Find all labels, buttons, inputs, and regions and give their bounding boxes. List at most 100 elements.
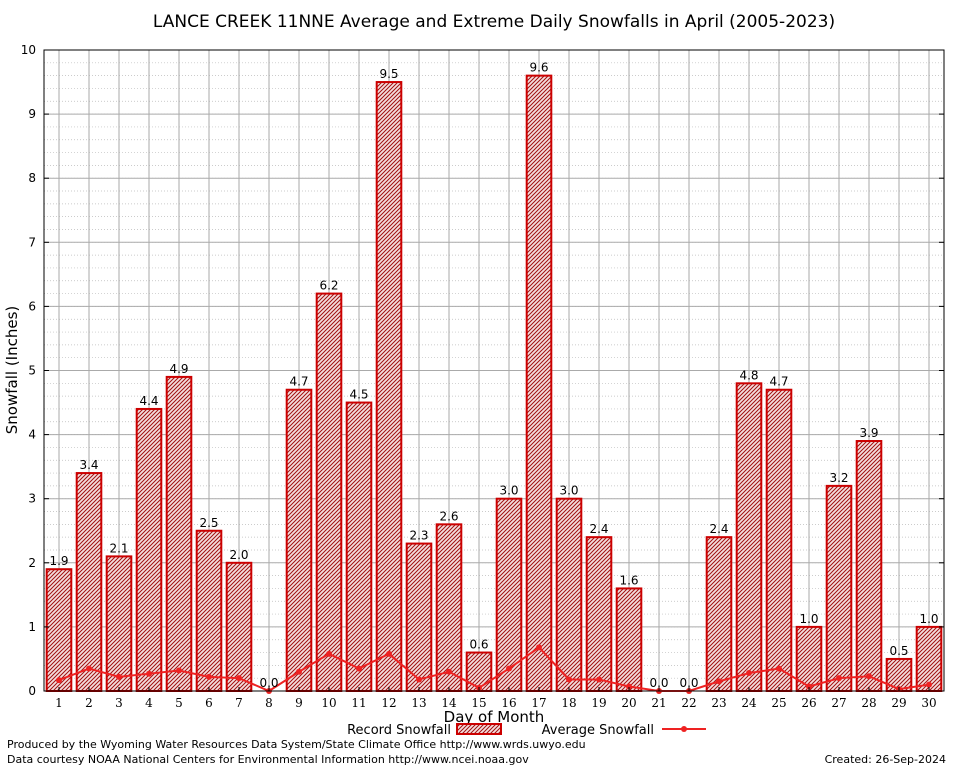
record-bar-day-28 — [855, 440, 883, 693]
bar-value-label: 1.9 — [49, 554, 68, 568]
record-bar-day-23 — [705, 536, 733, 692]
y-tick-label: 2 — [28, 556, 36, 570]
x-tick-label: 4 — [145, 696, 153, 710]
x-tick-label: 19 — [591, 696, 606, 710]
average-point-day-18 — [566, 676, 572, 683]
average-point-day-24 — [746, 670, 752, 677]
record-bar-day-16 — [495, 497, 523, 693]
y-tick-label: 10 — [21, 43, 36, 57]
bar-value-label: 2.1 — [109, 541, 128, 555]
bar-value-label: 4.4 — [139, 394, 158, 408]
x-tick-label: 21 — [651, 696, 666, 710]
average-point-day-7 — [236, 675, 242, 682]
record-bar-day-2 — [75, 472, 103, 692]
average-point-day-17 — [536, 644, 542, 651]
record-bar-day-4 — [135, 407, 163, 692]
y-tick-label: 9 — [28, 107, 36, 121]
average-point-day-16 — [506, 665, 512, 672]
record-bar-day-7 — [225, 561, 253, 692]
average-point-day-6 — [206, 673, 212, 680]
record-bar-day-24 — [735, 382, 763, 692]
x-tick-label: 17 — [531, 696, 546, 710]
average-point-day-20 — [626, 683, 632, 690]
bar-value-label: 1.0 — [799, 612, 818, 626]
bar-value-label: 1.6 — [619, 573, 638, 587]
average-point-day-19 — [596, 676, 602, 683]
bar-value-label: 2.4 — [589, 522, 608, 536]
record-bar-day-13 — [405, 542, 433, 692]
bar-value-label: 0.0 — [679, 676, 698, 690]
y-tick-label: 1 — [28, 620, 36, 634]
credit-line-1: Produced by the Wyoming Water Resources … — [7, 738, 586, 751]
grid — [44, 49, 944, 692]
x-tick-label: 18 — [561, 696, 576, 710]
bar-value-label: 2.3 — [409, 529, 428, 543]
y-tick-label: 5 — [28, 364, 36, 378]
x-tick-label: 26 — [801, 696, 816, 710]
x-tick-label: 13 — [411, 696, 426, 710]
record-bar-day-9 — [285, 388, 313, 692]
x-tick-label: 14 — [441, 696, 457, 710]
legend-average-label: Average Snowfall — [542, 723, 654, 738]
bar-value-label: 0.0 — [259, 676, 278, 690]
average-point-day-23 — [716, 678, 722, 685]
bar-value-label: 6.2 — [319, 279, 338, 293]
x-tick-label: 24 — [741, 696, 757, 710]
bar-value-label: 3.9 — [859, 426, 878, 440]
record-bar-day-11 — [345, 401, 373, 692]
average-point-day-2 — [86, 665, 92, 672]
record-bars — [45, 74, 943, 693]
x-tick-label: 7 — [235, 696, 243, 710]
credit-line-2: Data courtesy NOAA National Centers for … — [7, 753, 529, 766]
record-bar-day-30 — [915, 625, 943, 693]
legend-record-label: Record Snowfall — [347, 723, 451, 738]
bar-value-label: 2.5 — [199, 516, 218, 530]
legend: Record Snowfall Average Snowfall — [347, 723, 706, 738]
record-bar-day-26 — [795, 625, 823, 693]
legend-record-swatch — [456, 723, 502, 735]
y-tick-label: 7 — [28, 235, 36, 249]
bar-value-label: 1.0 — [919, 612, 938, 626]
x-tick-label: 8 — [265, 696, 273, 710]
bar-value-label: 3.0 — [499, 484, 518, 498]
x-tick-label: 29 — [891, 696, 906, 710]
record-bar-day-6 — [195, 529, 223, 692]
bar-value-label: 9.5 — [379, 67, 398, 81]
average-point-day-30 — [926, 681, 932, 688]
average-point-day-4 — [146, 670, 152, 677]
record-bar-day-1 — [45, 568, 73, 693]
bar-value-label: 3.2 — [829, 471, 848, 485]
y-tick-label: 3 — [28, 492, 36, 506]
record-bar-day-20 — [615, 587, 643, 692]
average-point-day-13 — [416, 676, 422, 683]
bar-value-label: 4.9 — [169, 362, 188, 376]
record-bar-day-19 — [585, 536, 613, 692]
record-bar-day-5 — [165, 375, 193, 692]
bar-value-label: 4.8 — [739, 368, 758, 382]
y-axis-label: Snowfall (Inches) — [3, 306, 21, 434]
y-tick-label: 4 — [28, 428, 36, 442]
x-axis-label: Day of Month — [444, 708, 545, 726]
record-bar-day-18 — [555, 497, 583, 693]
record-bar-day-25 — [765, 388, 793, 692]
chart-title: LANCE CREEK 11NNE Average and Extreme Da… — [153, 12, 835, 32]
x-tick-label: 11 — [351, 696, 366, 710]
y-tick-label: 8 — [28, 171, 36, 185]
x-tick-label: 23 — [711, 696, 726, 710]
x-tick-label: 28 — [861, 696, 876, 710]
legend-average-marker — [681, 726, 687, 732]
x-tick-label: 25 — [771, 696, 786, 710]
bar-value-label: 0.6 — [469, 638, 488, 652]
bar-value-label: 4.5 — [349, 388, 368, 402]
average-point-day-26 — [806, 683, 812, 690]
average-point-day-27 — [836, 675, 842, 682]
record-bar-day-14 — [435, 523, 463, 693]
x-tick-label: 27 — [831, 696, 846, 710]
y-tick-label: 6 — [28, 299, 36, 313]
bar-value-label: 0.0 — [649, 676, 668, 690]
average-point-day-11 — [356, 665, 362, 672]
bar-value-label: 2.4 — [709, 522, 728, 536]
record-bar-day-12 — [375, 81, 403, 693]
